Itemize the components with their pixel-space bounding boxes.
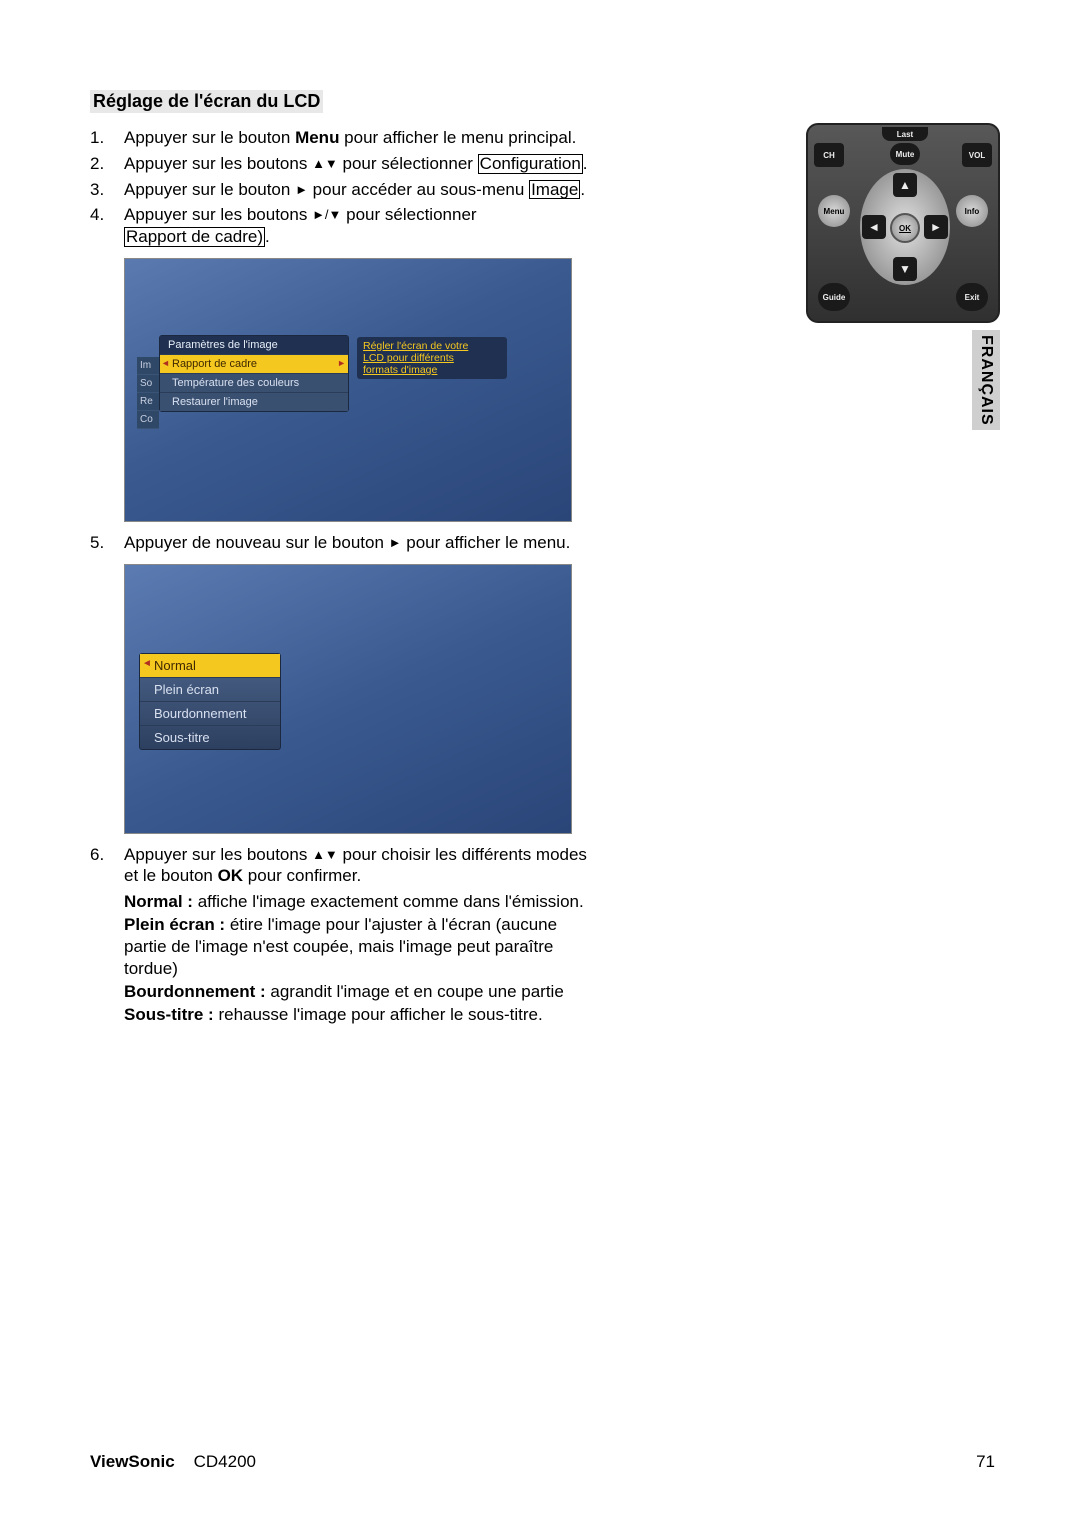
page-number: 71 xyxy=(976,1452,995,1472)
side-tab: So xyxy=(137,375,159,393)
side-tab: Co xyxy=(137,411,159,429)
steps-list-3: Appuyer sur les boutons ▲▼ pour choisir … xyxy=(90,844,600,888)
steps-list: Appuyer sur le bouton Menu pour afficher… xyxy=(90,127,600,248)
step-text: Appuyer sur les boutons xyxy=(124,205,312,224)
def-text: affiche l'image exactement comme dans l'… xyxy=(193,892,584,911)
menu2-item: Plein écran xyxy=(140,677,280,701)
right-button[interactable]: ► xyxy=(924,215,948,239)
def-text: agrandit l'image et en coupe une partie xyxy=(266,982,564,1001)
screenshot-2: Normal Plein écran Bourdonnement Sous-ti… xyxy=(124,564,572,834)
arrows-icon: ▲▼ xyxy=(312,156,338,173)
step-text: pour confirmer. xyxy=(243,866,361,885)
info-button[interactable]: Info xyxy=(956,195,988,227)
right-arrow-icon: ► xyxy=(295,182,308,199)
step-1: Appuyer sur le bouton Menu pour afficher… xyxy=(90,127,600,149)
vol-button[interactable]: VOL xyxy=(962,143,992,167)
image-box: Image xyxy=(529,180,580,200)
step-text: pour afficher le menu. xyxy=(402,533,571,552)
menu-header: Paramètres de l'image xyxy=(160,336,348,354)
menu-button[interactable]: Menu xyxy=(818,195,850,227)
menu-item: Restaurer l'image xyxy=(160,392,348,411)
ok-word: OK xyxy=(218,866,244,885)
step-3: Appuyer sur le bouton ► pour accéder au … xyxy=(90,179,600,201)
step-text: . xyxy=(583,154,588,173)
step-text: . xyxy=(580,180,585,199)
screenshot-1: Im So Re Co Paramètres de l'image Rappor… xyxy=(124,258,572,522)
ch-button[interactable]: CH xyxy=(814,143,844,167)
menu-panel: Paramètres de l'image Rapport de cadre T… xyxy=(159,335,349,412)
main-column: Appuyer sur le bouton Menu pour afficher… xyxy=(90,127,600,1028)
up-button[interactable]: ▲ xyxy=(893,173,917,197)
arrows-icon: ►/▼ xyxy=(312,207,341,224)
menu-word: Menu xyxy=(295,128,339,147)
section-title: Réglage de l'écran du LCD xyxy=(90,90,323,113)
side-tab: Im xyxy=(137,357,159,375)
step-text: pour sélectionner xyxy=(338,154,478,173)
step-text: Appuyer sur les boutons xyxy=(124,154,312,173)
definitions: Normal : affiche l'image exactement comm… xyxy=(124,891,600,1027)
guide-button[interactable]: Guide xyxy=(818,283,850,311)
menu2-item-selected: Normal xyxy=(140,654,280,677)
left-button[interactable]: ◄ xyxy=(862,215,886,239)
menu2-item: Sous-titre xyxy=(140,725,280,749)
language-tab: FRANÇAIS xyxy=(972,330,1000,430)
step-text: Appuyer sur le bouton xyxy=(124,180,295,199)
step-text: pour afficher le menu principal. xyxy=(339,128,576,147)
step-5: Appuyer de nouveau sur le bouton ► pour … xyxy=(90,532,600,554)
step-6: Appuyer sur les boutons ▲▼ pour choisir … xyxy=(90,844,600,888)
steps-list-2: Appuyer de nouveau sur le bouton ► pour … xyxy=(90,532,600,554)
last-button[interactable]: Last xyxy=(882,127,928,141)
tooltip-panel: Régler l'écran de votre LCD pour différe… xyxy=(357,337,507,379)
menu2-item: Bourdonnement xyxy=(140,701,280,725)
step-4: Appuyer sur les boutons ►/▼ pour sélecti… xyxy=(90,204,600,248)
step-text: pour accéder au sous-menu xyxy=(308,180,529,199)
mute-button[interactable]: Mute xyxy=(890,143,920,165)
dpad: ▲ ▼ ◄ ► OK xyxy=(860,169,950,285)
def-term: Sous-titre : xyxy=(124,1005,214,1024)
step-text: Appuyer sur le bouton xyxy=(124,128,295,147)
step-text: pour sélectionner xyxy=(341,205,476,224)
down-button[interactable]: ▼ xyxy=(893,257,917,281)
right-arrow-icon: ► xyxy=(389,535,402,552)
step-2: Appuyer sur les boutons ▲▼ pour sélectio… xyxy=(90,153,600,175)
tooltip-line: Régler l'écran de votre xyxy=(363,340,468,352)
footer-brand: ViewSonic xyxy=(90,1452,175,1471)
remote-column: Last CH VOL Mute Menu Info Guide Exit ▲ … xyxy=(806,127,1000,1028)
menu-item: Température des couleurs xyxy=(160,373,348,392)
ok-button[interactable]: OK xyxy=(890,213,920,243)
tooltip-line: LCD pour différents xyxy=(363,352,454,364)
def-term: Normal : xyxy=(124,892,193,911)
menu-item-selected: Rapport de cadre xyxy=(160,354,348,373)
step-text: Appuyer de nouveau sur le bouton xyxy=(124,533,389,552)
side-tabs: Im So Re Co xyxy=(137,357,159,429)
config-box: Configuration xyxy=(478,154,583,174)
def-term: Bourdonnement : xyxy=(124,982,266,1001)
language-label: FRANÇAIS xyxy=(977,335,995,426)
step-text: Appuyer sur les boutons xyxy=(124,845,312,864)
def-term: Plein écran : xyxy=(124,915,225,934)
side-tab: Re xyxy=(137,393,159,411)
def-text: rehausse l'image pour afficher le sous-t… xyxy=(214,1005,543,1024)
footer: ViewSonic CD4200 71 xyxy=(90,1452,995,1472)
rapport-box: Rapport de cadre) xyxy=(124,227,265,247)
step-text: . xyxy=(265,227,270,246)
remote-control: Last CH VOL Mute Menu Info Guide Exit ▲ … xyxy=(806,123,1000,323)
arrows-icon: ▲▼ xyxy=(312,847,338,864)
tooltip-line: formats d'image xyxy=(363,364,437,376)
menu2-panel: Normal Plein écran Bourdonnement Sous-ti… xyxy=(139,653,281,750)
footer-model: CD4200 xyxy=(194,1452,256,1471)
exit-button[interactable]: Exit xyxy=(956,283,988,311)
